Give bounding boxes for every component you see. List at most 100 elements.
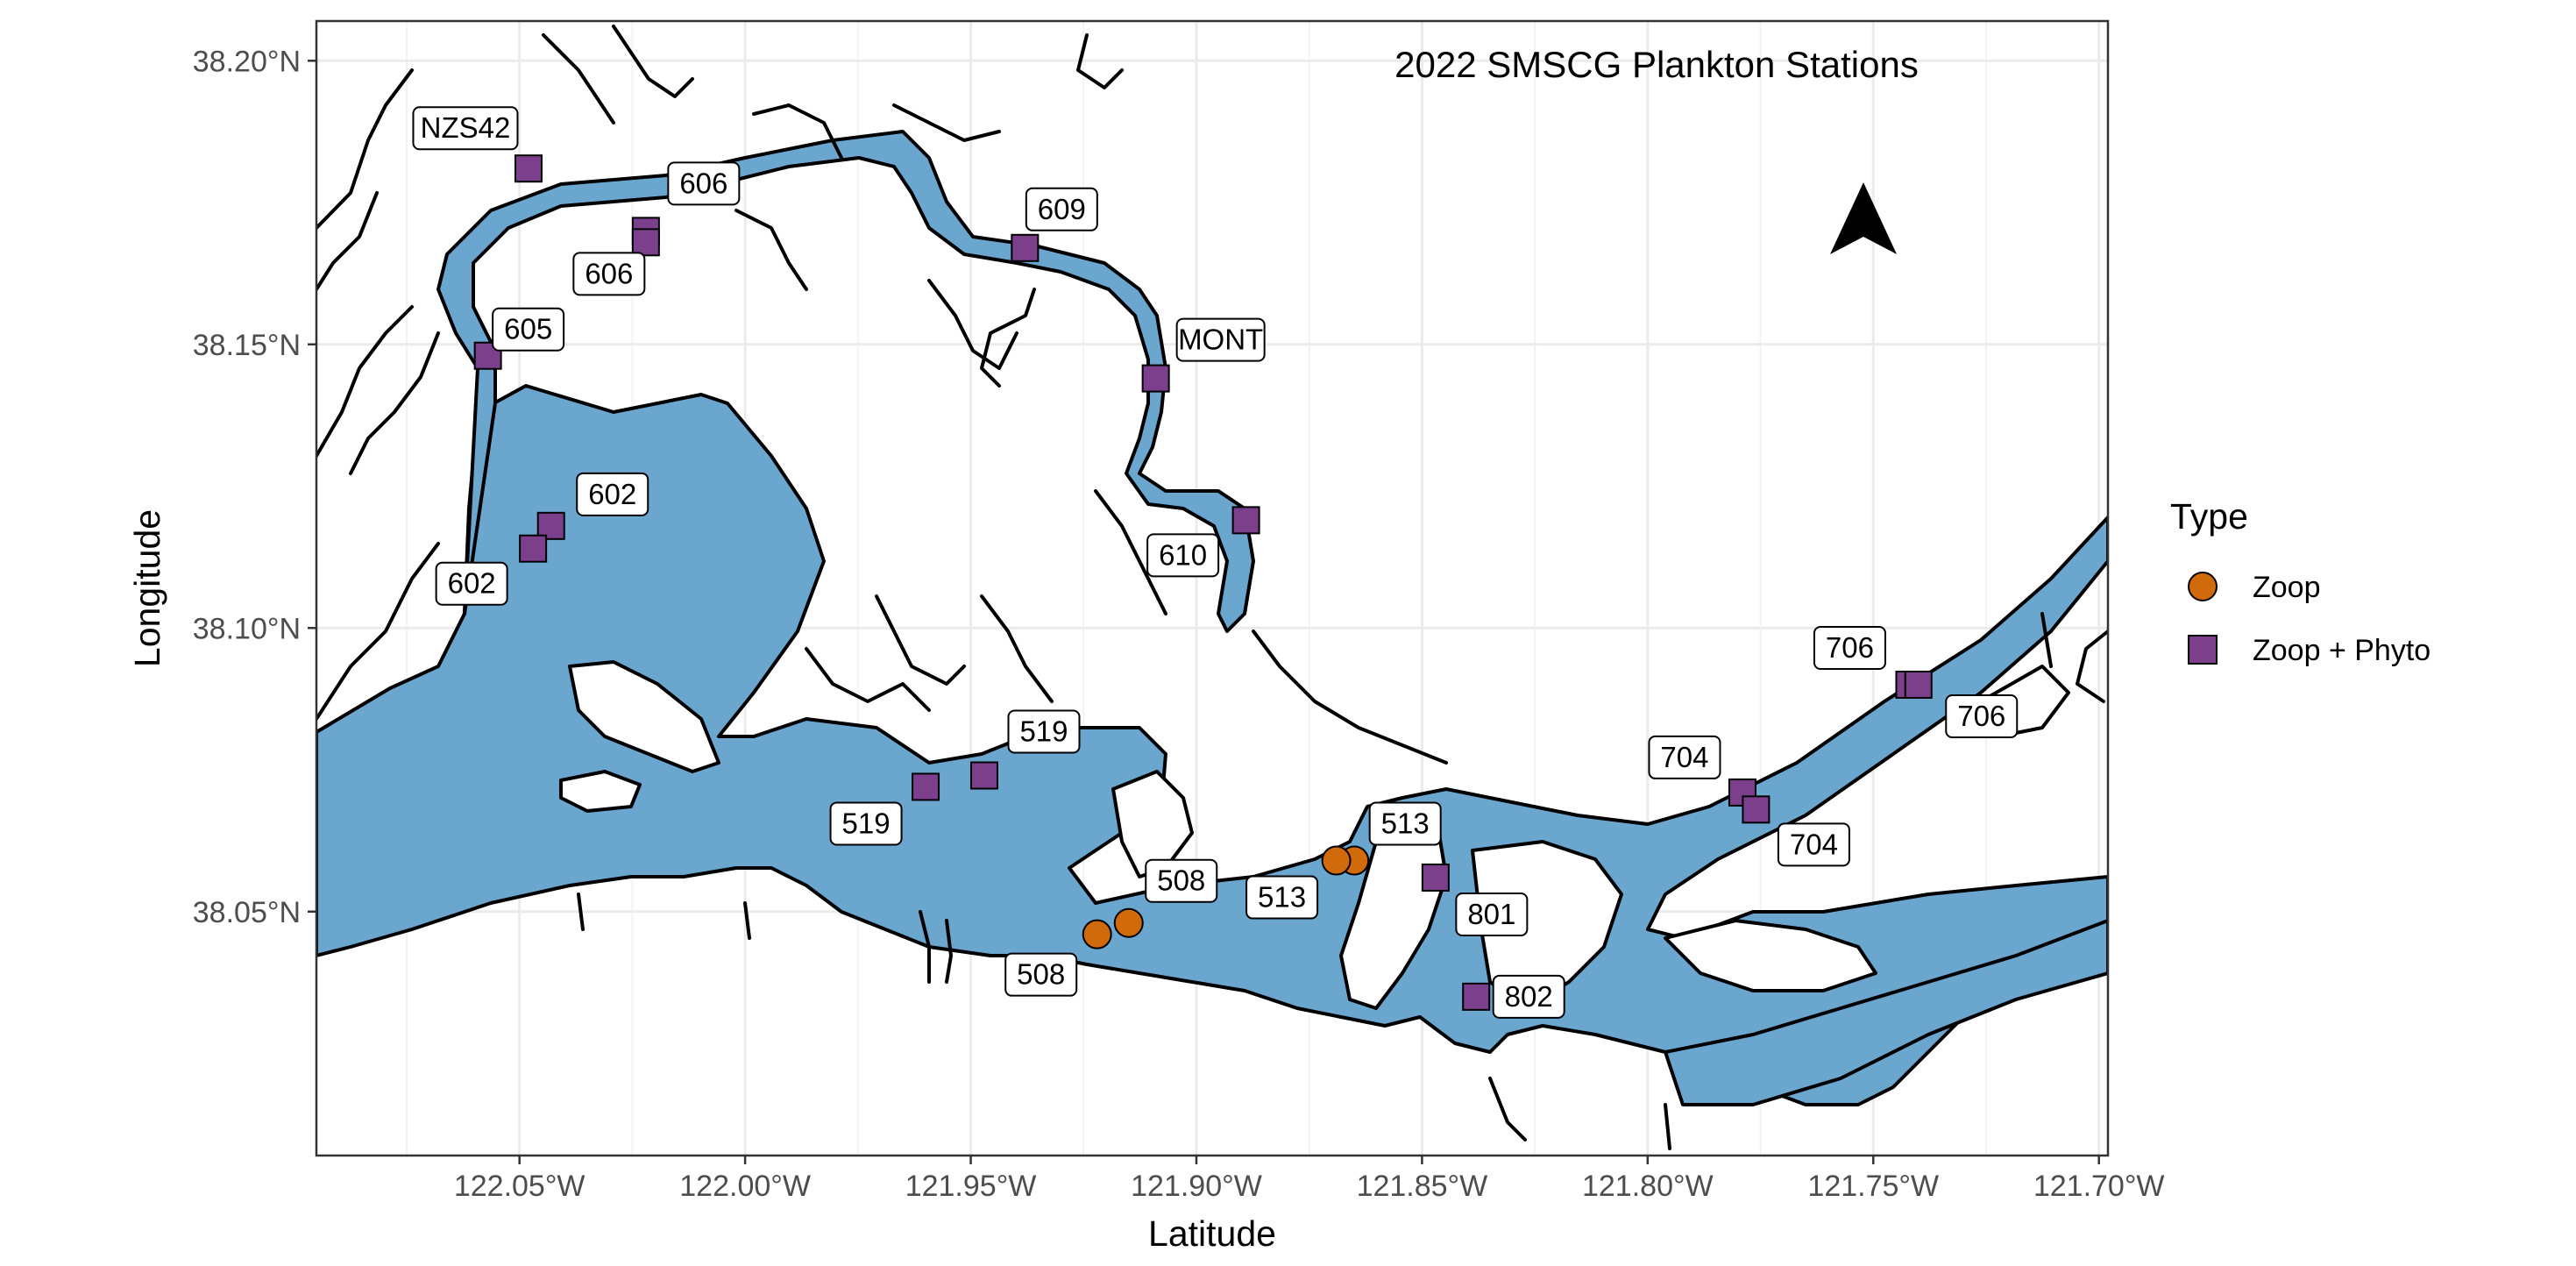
- station-labels: NZS42 606 606 609 605 MONT 602 602 610 706 706 519 5…: [412, 106, 2019, 1019]
- station-label: 508: [1145, 858, 1218, 903]
- station-label-box: [1455, 892, 1529, 936]
- station-label-box: [576, 472, 649, 516]
- slough-line-26: [2076, 629, 2108, 703]
- legend: Type Zoop Zoop + Phyto: [2170, 496, 2431, 667]
- station-label-text: NZS42: [421, 111, 511, 144]
- station-label-box: [412, 106, 519, 151]
- station-marker-zoop: [1113, 907, 1144, 938]
- station-label-box: [1004, 952, 1078, 997]
- station-label: 508: [1004, 952, 1078, 997]
- island-east-3: [1664, 919, 1877, 992]
- x-tick-label: 121.95°W: [905, 1170, 1037, 1203]
- y-axis-title: Longitude: [127, 509, 167, 667]
- upper-slough-water: [436, 130, 1255, 633]
- x-tick-label: 121.70°W: [2033, 1170, 2165, 1203]
- station-marker-zoop-phyto: [1742, 795, 1771, 824]
- station-label-box: [1492, 974, 1565, 1019]
- slough-line-21: [577, 893, 585, 931]
- station-label: 602: [576, 472, 649, 516]
- station-marker-zoop: [1321, 845, 1352, 876]
- station-label-text: 706: [1826, 631, 1874, 664]
- station-label-box: [667, 161, 741, 206]
- slough-line-15: [980, 594, 1054, 703]
- station-label: 706: [1813, 625, 1886, 670]
- station-marker-zoop-phyto: [519, 534, 548, 563]
- y-tick-label: 38.10°N: [193, 612, 301, 645]
- slough-line-8: [752, 103, 843, 160]
- island-central: [1111, 770, 1194, 878]
- station-marker-zoop-phyto: [631, 228, 660, 257]
- station-label-box: [1368, 801, 1442, 846]
- station-label: 519: [1007, 709, 1081, 754]
- station-marker-zoop-phyto: [1011, 233, 1040, 262]
- station-label: 513: [1368, 801, 1442, 846]
- legend-zoop-circle-icon: [2188, 572, 2218, 601]
- slough-line-24: [1664, 1103, 1671, 1150]
- station-marker-zoop-phyto: [1904, 670, 1933, 699]
- station-label-text: 519: [1019, 715, 1068, 748]
- station-marker-zoop-phyto: [1141, 364, 1170, 393]
- x-tick-label: 121.75°W: [1807, 1170, 1939, 1203]
- station-marker-zoop-phyto: [1231, 506, 1260, 535]
- slough-line-13: [1076, 33, 1124, 89]
- y-tick-label: 38.15°N: [193, 329, 301, 362]
- station-label: 706: [1945, 693, 2019, 738]
- station-label: 704: [1777, 822, 1850, 867]
- station-label-text: 609: [1038, 193, 1086, 225]
- y-tick-label: 38.20°N: [193, 45, 301, 78]
- station-label-text: 610: [1159, 538, 1207, 571]
- station-label-box: [492, 307, 565, 352]
- station-label-box: [1007, 709, 1081, 754]
- station-label: MONT: [1175, 317, 1266, 362]
- slough-line-6: [542, 33, 615, 124]
- station-label-box: [572, 252, 646, 296]
- station-label-box: [1146, 533, 1220, 578]
- station-label-text: 704: [1660, 741, 1708, 773]
- station-label-box: [1648, 735, 1721, 779]
- station-label-box: [435, 561, 508, 606]
- legend-title: Type: [2170, 496, 2248, 537]
- slough-line-3: [316, 305, 414, 458]
- station-label: 605: [492, 307, 565, 352]
- panel-border: [315, 19, 2110, 1157]
- lower-channel-water: [1664, 919, 2108, 1106]
- station-label: 704: [1648, 735, 1721, 779]
- station-label-text: 801: [1467, 898, 1515, 930]
- legend-label-zoop: Zoop: [2253, 571, 2321, 604]
- station-marker-zoop-phyto: [912, 772, 940, 801]
- x-tick-label: 121.90°W: [1131, 1170, 1262, 1203]
- y-tick-label: 38.05°N: [193, 896, 301, 929]
- station-marker-zoop-phyto: [969, 761, 998, 790]
- station-label: 606: [667, 161, 741, 206]
- x-axis-title: Latitude: [1148, 1213, 1276, 1254]
- station-label-text: 605: [504, 313, 552, 345]
- suisun-bay-water: [316, 384, 2108, 1106]
- slough-line-4: [349, 331, 440, 475]
- island-west: [568, 660, 720, 773]
- slough-line-18: [1252, 629, 1448, 765]
- station-label-text: 513: [1381, 807, 1430, 840]
- station-label-box: [1025, 187, 1098, 231]
- station-markers: [473, 154, 1933, 1011]
- slough-line-16: [1094, 489, 1167, 615]
- station-label-text: 602: [448, 567, 496, 600]
- legend-zoop-phyto-square-icon: [2188, 635, 2218, 665]
- station-label-text: 602: [588, 478, 636, 510]
- station-label-text: 606: [679, 167, 727, 199]
- slough-line-5: [316, 542, 440, 721]
- station-label-box: [829, 801, 903, 846]
- slough-line-1: [316, 68, 414, 230]
- station-label-text: 508: [1157, 864, 1205, 897]
- station-label: 610: [1146, 533, 1220, 578]
- station-label-text: 706: [1957, 700, 2005, 732]
- slough-line-11: [927, 279, 1018, 370]
- station-label-text: 519: [842, 807, 891, 839]
- slough-line-14: [875, 594, 966, 686]
- station-label-box: [1945, 693, 2019, 738]
- station-label-box: [1777, 822, 1850, 867]
- axis-ticks: 122.05°W 122.00°W 121.95°W 121.90°W 121.85°W…: [193, 45, 2165, 1203]
- station-label-text: 704: [1790, 828, 1838, 860]
- station-label-text: 606: [585, 257, 633, 289]
- slough-line-7: [612, 25, 694, 98]
